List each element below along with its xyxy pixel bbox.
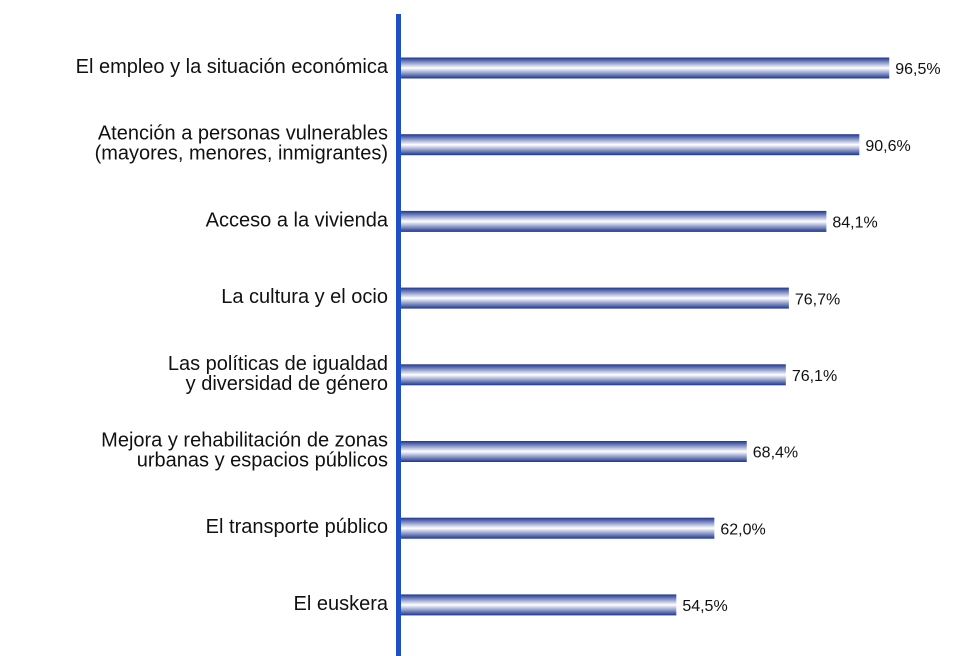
bar [400, 364, 786, 386]
value-label: 90,6% [865, 138, 910, 155]
bar [400, 287, 789, 309]
value-label: 76,1% [792, 368, 837, 385]
category-label-line: Las políticas de igualdad [168, 353, 388, 375]
bar [400, 134, 860, 156]
category-label-line: Acceso a la vivienda [206, 210, 389, 232]
value-label: 68,4% [753, 445, 798, 462]
category-label: Las políticas de igualdad y diversidad de… [168, 353, 388, 395]
category-label: El transporte público [206, 516, 388, 538]
category-label-line: y diversidad de género [186, 373, 388, 395]
axis-line [396, 14, 401, 656]
category-label: El empleo y la situación económica [76, 56, 389, 78]
category-label-line: Mejora y rehabilitación de zonas [101, 430, 388, 452]
category-label-line: (mayores, menores, inmigrantes) [95, 143, 388, 165]
category-label-line: La cultura y el ocio [221, 286, 388, 308]
category-label: Mejora y rehabilitación de zonas urbanas … [101, 430, 388, 472]
category-label-line: El transporte público [206, 516, 388, 538]
bar [400, 517, 715, 539]
category-label-line: El euskera [294, 593, 389, 615]
value-label: 84,1% [832, 215, 877, 232]
category-label: El euskera [294, 593, 389, 615]
category-label: Acceso a la vivienda [206, 210, 389, 232]
value-label: 76,7% [795, 291, 840, 308]
value-label: 54,5% [682, 598, 727, 615]
bar [400, 441, 747, 462]
category-label-line: Atención a personas vulnerables [98, 123, 388, 145]
value-label: 96,5% [895, 61, 940, 78]
bar [400, 57, 890, 79]
bar [400, 594, 677, 616]
category-label-line: El empleo y la situación económica [76, 56, 389, 78]
bar [400, 210, 827, 232]
category-label: Atención a personas vulnerables (mayores,… [95, 123, 388, 165]
category-label-line: urbanas y espacios públicos [137, 450, 388, 472]
category-label: La cultura y el ocio [221, 286, 388, 308]
value-label: 62,0% [720, 521, 765, 538]
